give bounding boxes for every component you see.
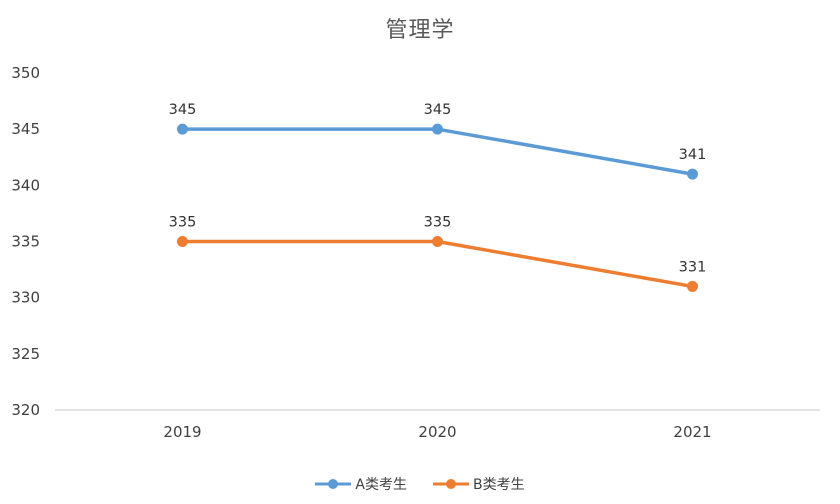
- y-axis-tick-label: 345: [11, 120, 40, 138]
- x-axis-tick-label: 2019: [163, 423, 201, 441]
- data-label: 335: [169, 215, 197, 231]
- series-line-1: [180, 239, 695, 289]
- series-marker-1: [687, 280, 698, 292]
- series-line-0: [180, 127, 695, 176]
- data-label: 331: [679, 259, 707, 275]
- x-axis-tick-label: 2020: [418, 423, 456, 441]
- legend-label: A类考生: [355, 477, 407, 493]
- chart-legend: A类考生 B类考生: [0, 474, 840, 494]
- legend-marker-icon: [432, 479, 469, 489]
- y-axis-tick-label: 325: [11, 345, 40, 363]
- legend-marker-icon: [315, 479, 352, 489]
- y-axis-tick-label: 340: [11, 176, 40, 194]
- series-marker-0: [177, 123, 188, 135]
- series-marker-1: [432, 236, 443, 247]
- y-axis-tick-label: 335: [11, 233, 40, 251]
- legend-item-0[interactable]: A类考生: [315, 474, 407, 494]
- chart-title: 管理学: [385, 18, 455, 43]
- series-marker-0: [687, 168, 698, 180]
- y-axis-tick-label: 320: [11, 401, 40, 419]
- data-label: 335: [424, 215, 452, 231]
- legend-label: B类考生: [472, 477, 525, 493]
- x-axis-tick-label: 2021: [673, 423, 711, 441]
- data-label: 345: [424, 102, 452, 118]
- y-axis-tick-label: 330: [11, 289, 40, 307]
- data-label: 345: [169, 102, 197, 118]
- series-marker-1: [177, 236, 188, 247]
- legend-item-1[interactable]: B类考生: [432, 474, 525, 494]
- y-axis-tick-label: 350: [11, 64, 40, 82]
- data-label: 341: [679, 147, 707, 163]
- series-marker-0: [432, 123, 443, 135]
